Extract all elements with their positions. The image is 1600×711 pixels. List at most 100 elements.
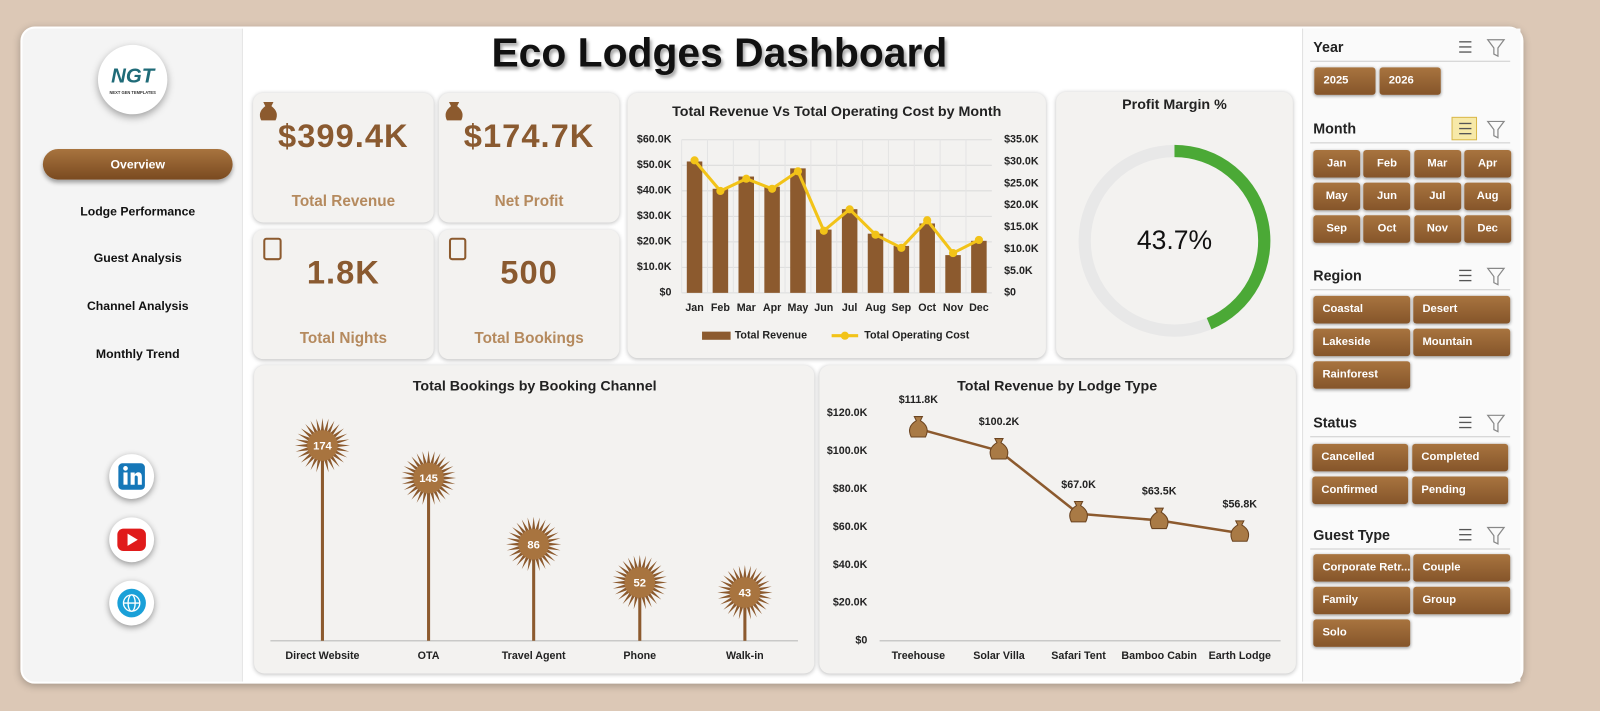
icon [263,237,282,261]
x-tick-label: Direct Website [285,650,359,662]
slicer-button[interactable]: Aug [1464,182,1512,211]
line-point [716,186,725,196]
bar [841,209,858,293]
data-label: 174 [313,440,332,452]
slicer-button[interactable]: Desert [1413,295,1511,324]
line-point [793,167,803,176]
y2-tick-label: $30.0K [1004,155,1039,167]
data-label: 43 [739,588,751,600]
kpi-card: 500 Total Bookings [438,229,620,360]
slicer-button[interactable]: 2025 [1314,67,1376,95]
line [693,159,980,255]
y2-tick-label: $15.0K [1004,221,1039,233]
line-point [742,174,751,183]
slicer-button[interactable]: Nov [1413,215,1461,243]
y-tick-label: $80.0K [833,483,868,495]
nav-item[interactable]: Overview [42,148,233,180]
x-tick-label: Apr [763,302,781,314]
money-bag-marker [1149,507,1169,530]
slicer-button[interactable]: Rainforest [1313,361,1411,389]
x-tick-label: Travel Agent [502,650,566,662]
slicer-button[interactable]: Family [1313,586,1411,615]
slicer-button[interactable]: Corporate Retr... [1313,554,1411,582]
dashboard-title: Eco Lodges Dashboard [491,30,948,76]
x-tick-label: Jan [685,302,703,314]
chart-title: Profit Margin % [1122,97,1227,113]
y-tick-label: $20.0K [833,597,868,609]
y2-tick-label: $35.0K [1004,134,1039,146]
gauge-label: 43.7% [1137,225,1212,255]
kpi-value: 500 [500,254,558,291]
x-tick-label: Earth Lodge [1209,650,1271,662]
slicer-button[interactable]: Mar [1413,149,1461,178]
nav-item[interactable]: Guest Analysis [93,251,182,266]
logo-subtitle: NEXT GEN TEMPLATES [109,89,156,95]
kpi-label: Total Nights [299,329,388,347]
logo-title: NGT [111,65,155,88]
clear-filter-icon [1486,267,1506,286]
slicer-button[interactable]: Completed [1412,443,1509,472]
chart-title: Total Bookings by Booking Channel [413,378,657,394]
x-tick-label: OTA [418,650,440,662]
slicer-button[interactable]: Pending [1412,476,1509,505]
logo: NGT NEXT GEN TEMPLATES [97,44,168,115]
nav-item[interactable]: Lodge Performance [80,204,196,219]
slicer-button[interactable]: Coastal [1313,295,1411,324]
y-tick-label: $40.0K [637,185,672,197]
bar [867,233,884,293]
y2-tick-label: $0 [1004,287,1016,299]
y-tick-label: $0 [660,287,672,299]
bar [686,161,703,293]
kpi-icons [259,102,467,261]
slicer-button[interactable]: Feb [1363,149,1411,178]
slicer-button[interactable]: May [1313,182,1361,211]
icon-part [123,472,128,485]
legend-swatch [702,331,731,340]
slicer-button[interactable]: 2026 [1379,67,1441,95]
data-label: $111.8K [899,394,939,406]
slicer-button[interactable]: Mountain [1413,328,1511,357]
bar [893,245,910,293]
y-tick-label: $40.0K [833,559,868,571]
slicer-button[interactable]: Cancelled [1312,443,1409,472]
lollipop-core [307,430,338,461]
slicer-button[interactable]: Jul [1413,182,1461,211]
sidebar [22,28,243,682]
y-tick-label: $0 [855,635,867,647]
slicer-button[interactable]: Group [1413,586,1511,615]
data-label: $100.2K [979,416,1020,428]
lollipop-core [413,462,444,494]
slicer-button[interactable]: Apr [1464,149,1512,178]
money-bag-marker [909,416,928,438]
slicer-button[interactable]: Jun [1363,182,1411,211]
bar [738,176,755,293]
x-tick-label: Oct [918,302,936,314]
slicer-button[interactable]: Couple [1413,554,1511,582]
y-tick-label: $60.0K [637,134,672,146]
line-point [819,226,828,235]
slicer-button[interactable]: Dec [1464,215,1512,243]
y-tick-label: $120.0K [827,407,868,419]
lollipop-core [624,567,656,598]
icon [448,237,467,261]
slicer-button[interactable]: Solo [1313,619,1411,647]
kpi-value: 1.8K [306,254,380,291]
slicer-button[interactable]: Lakeside [1313,328,1411,357]
nav-item[interactable]: Monthly Trend [95,346,180,362]
bar [945,255,961,293]
kpi-value: $174.7K [463,117,595,155]
slicer-button[interactable]: Oct [1363,215,1411,243]
bar [790,168,806,293]
nav-item[interactable]: Channel Analysis [86,298,189,314]
line-point [948,248,958,258]
slicer-button[interactable]: Sep [1313,215,1361,243]
line-point [768,184,777,193]
x-tick-label: Mar [737,302,756,314]
slicer-button[interactable]: Jan [1313,149,1361,178]
slicer-button[interactable]: Confirmed [1312,476,1409,505]
y-tick-label: $10.0K [637,261,672,273]
data-label: 145 [419,473,438,485]
x-tick-label: May [788,302,809,314]
icon [259,102,277,121]
